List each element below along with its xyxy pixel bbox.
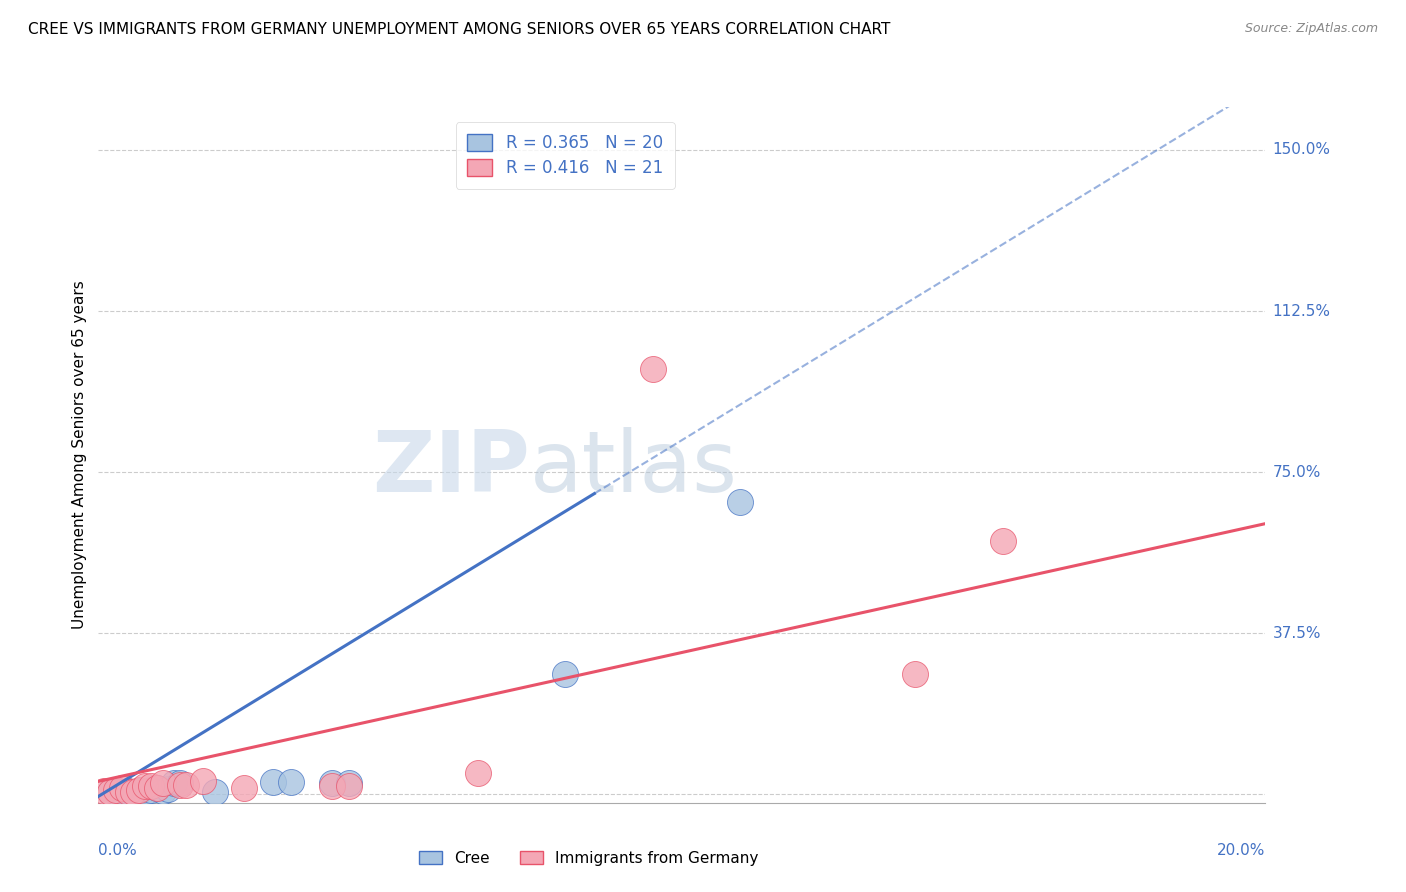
Point xyxy=(169,776,191,790)
Point xyxy=(128,784,150,798)
Point xyxy=(122,784,145,798)
Text: 20.0%: 20.0% xyxy=(1218,843,1265,858)
Point xyxy=(321,776,343,790)
Point xyxy=(467,765,489,780)
Point xyxy=(641,362,664,376)
Point xyxy=(174,778,197,792)
Point xyxy=(122,785,145,799)
Point xyxy=(169,778,191,792)
Point xyxy=(139,779,162,793)
Text: 37.5%: 37.5% xyxy=(1272,625,1320,640)
Text: 112.5%: 112.5% xyxy=(1272,303,1330,318)
Point xyxy=(146,780,169,795)
Point xyxy=(111,780,134,795)
Point xyxy=(321,779,343,793)
Point xyxy=(152,776,174,790)
Legend: R = 0.365   N = 20, R = 0.416   N = 21: R = 0.365 N = 20, R = 0.416 N = 21 xyxy=(456,122,675,189)
Text: 150.0%: 150.0% xyxy=(1272,143,1330,158)
Text: Source: ZipAtlas.com: Source: ZipAtlas.com xyxy=(1244,22,1378,36)
Point xyxy=(117,784,139,798)
Point xyxy=(104,783,127,797)
Point xyxy=(146,780,169,795)
Point xyxy=(139,783,162,797)
Point xyxy=(98,785,121,799)
Point xyxy=(204,785,226,799)
Point xyxy=(233,780,256,795)
Text: 0.0%: 0.0% xyxy=(98,843,138,858)
Text: CREE VS IMMIGRANTS FROM GERMANY UNEMPLOYMENT AMONG SENIORS OVER 65 YEARS CORRELA: CREE VS IMMIGRANTS FROM GERMANY UNEMPLOY… xyxy=(28,22,890,37)
Point xyxy=(337,779,360,793)
Point xyxy=(134,780,156,794)
Point xyxy=(111,785,134,799)
Point xyxy=(104,785,127,799)
Y-axis label: Unemployment Among Seniors over 65 years: Unemployment Among Seniors over 65 years xyxy=(72,281,87,629)
Point xyxy=(98,785,121,799)
Point xyxy=(152,784,174,798)
Point xyxy=(728,495,751,509)
Point xyxy=(93,784,115,798)
Point xyxy=(262,775,284,789)
Text: 75.0%: 75.0% xyxy=(1272,465,1320,480)
Point xyxy=(117,785,139,799)
Point xyxy=(280,775,302,789)
Point xyxy=(128,783,150,797)
Point xyxy=(163,776,186,790)
Point xyxy=(337,776,360,790)
Point xyxy=(134,784,156,798)
Point xyxy=(991,533,1014,548)
Text: ZIP: ZIP xyxy=(373,427,530,510)
Point xyxy=(904,667,927,681)
Point xyxy=(157,782,180,797)
Point xyxy=(193,774,215,789)
Text: atlas: atlas xyxy=(530,427,738,510)
Point xyxy=(554,667,576,681)
